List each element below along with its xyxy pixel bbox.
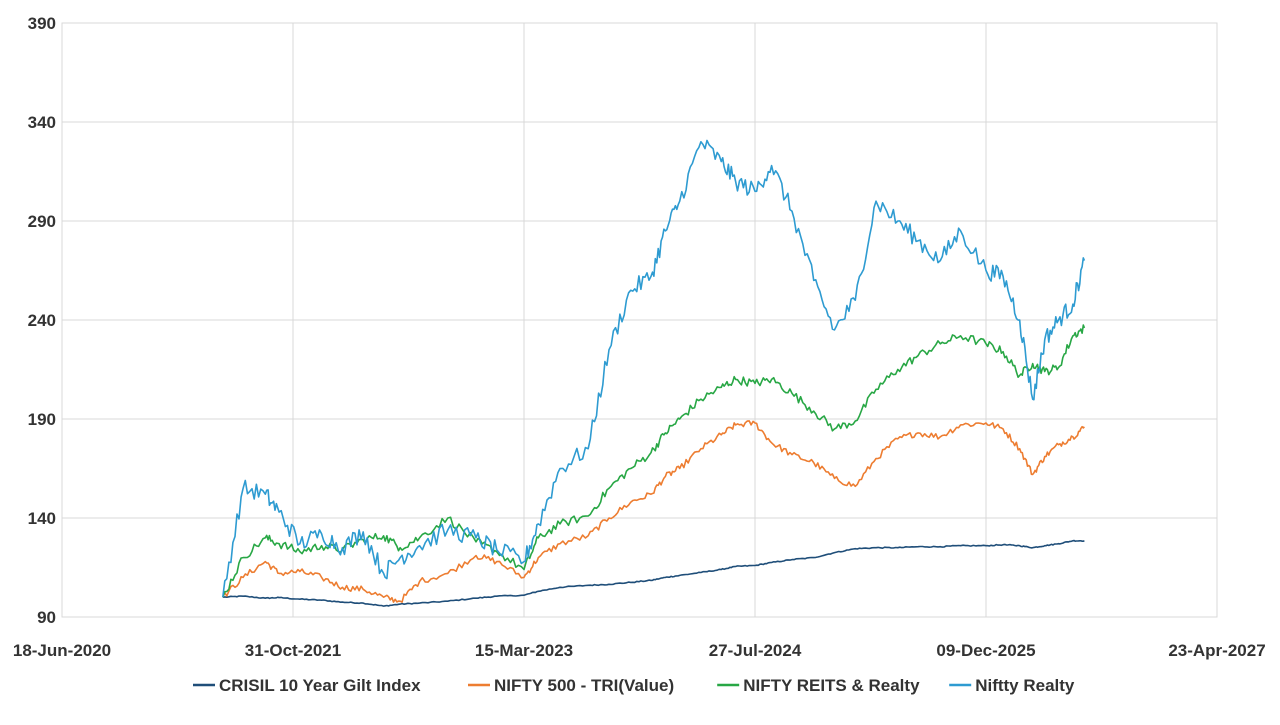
series-line-niftty-realty — [222, 139, 1086, 598]
y-tick-label: 240 — [28, 311, 56, 330]
series-line-nifty-reits-realty — [222, 324, 1086, 598]
series-lines — [222, 139, 1086, 607]
y-gridlines — [62, 22, 1217, 519]
legend-label: CRISIL 10 Year Gilt Index — [219, 676, 421, 695]
series-line-crisil-10-year-gilt-index — [222, 539, 1085, 607]
legend-item: NIFTY REITS & Realty — [717, 676, 920, 695]
x-tick-label: 23-Apr-2027 — [1168, 641, 1265, 660]
legend-item: CRISIL 10 Year Gilt Index — [193, 676, 421, 695]
y-tick-label: 140 — [28, 509, 56, 528]
x-tick-label: 15-Mar-2023 — [475, 641, 573, 660]
y-tick-label: 90 — [37, 608, 56, 627]
legend: CRISIL 10 Year Gilt Index NIFTY 500 - TRI… — [193, 676, 1075, 695]
legend-label: Niftty Realty — [975, 676, 1075, 695]
y-tick-label: 290 — [28, 212, 56, 231]
x-tick-label: 18-Jun-2020 — [13, 641, 111, 660]
x-gridlines — [292, 23, 987, 617]
x-tick-label: 09-Dec-2025 — [936, 641, 1035, 660]
y-axis-tick-labels: 90 140 190 240 290 340 390 — [28, 14, 56, 627]
x-tick-label: 27-Jul-2024 — [709, 641, 802, 660]
y-tick-label: 390 — [28, 14, 56, 33]
legend-label: NIFTY 500 - TRI(Value) — [494, 676, 674, 695]
legend-item: NIFTY 500 - TRI(Value) — [468, 676, 674, 695]
y-tick-label: 190 — [28, 410, 56, 429]
x-axis-tick-labels: 18-Jun-2020 31-Oct-2021 15-Mar-2023 27-Jul-… — [13, 641, 1266, 660]
x-tick-label: 31-Oct-2021 — [245, 641, 341, 660]
y-tick-label: 340 — [28, 113, 56, 132]
legend-item: Niftty Realty — [949, 676, 1075, 695]
series-line-nifty-500-tri-value — [222, 420, 1085, 603]
legend-label: NIFTY REITS & Realty — [743, 676, 920, 695]
